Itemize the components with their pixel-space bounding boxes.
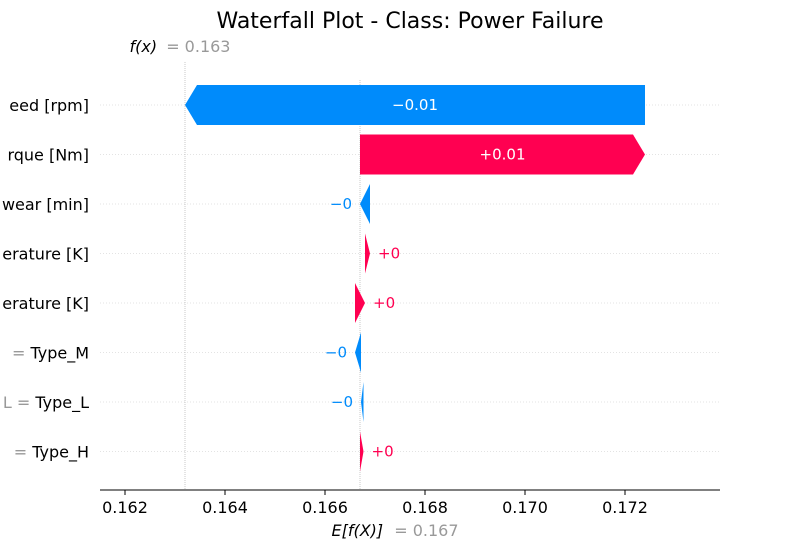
reference-lines	[184, 62, 361, 490]
value-labels: −0.01 +0.01 −0 +0 +0 −0 −0 +0	[325, 96, 526, 461]
bars	[185, 85, 645, 472]
bar-6	[355, 332, 361, 373]
value-label-3: −0	[330, 195, 352, 213]
feature-label-6: = Type_M	[12, 344, 89, 364]
value-label-7: −0	[331, 393, 353, 411]
chart-title: Waterfall Plot - Class: Power Failure	[216, 9, 603, 34]
x-tick-label: 0.172	[602, 498, 648, 517]
x-tick-label: 0.168	[402, 498, 448, 517]
efx-label: E[f(X)]	[331, 521, 383, 540]
svg-text:E[f(X)] = 0.167: E[f(X)] = 0.167	[331, 521, 458, 540]
fx-value: = 0.163	[166, 37, 230, 56]
feature-labels: eed [rpm] rque [Nm] wear [min] erature [K] e…	[2, 96, 89, 463]
bar-1	[185, 85, 645, 125]
feature-label-7: L = Type_L	[3, 393, 89, 413]
bar-4	[365, 233, 370, 274]
x-tick-label: 0.162	[102, 498, 148, 517]
value-label-8: +0	[372, 443, 394, 461]
x-tick-label: 0.166	[302, 498, 348, 517]
x-tick-label: 0.170	[502, 498, 548, 517]
value-label-2: +0.01	[480, 146, 526, 164]
bar-7	[361, 382, 364, 422]
fx-label: f(x)	[130, 37, 158, 56]
bar-8	[360, 431, 364, 472]
value-label-4: +0	[378, 245, 400, 263]
feature-label-3: wear [min]	[2, 195, 89, 214]
value-label-6: −0	[325, 344, 347, 362]
feature-label-8: = Type_H	[14, 443, 89, 463]
value-label-5: +0	[373, 294, 395, 312]
value-label-1: −0.01	[392, 96, 438, 114]
bar-3	[360, 184, 370, 224]
x-tick-label: 0.164	[202, 498, 248, 517]
feature-label-2: rque [Nm]	[7, 146, 89, 165]
feature-label-5: erature [K]	[2, 294, 89, 313]
bar-5	[355, 283, 365, 323]
feature-label-4: erature [K]	[2, 245, 89, 264]
fx-header: f(x) = 0.163	[130, 37, 231, 56]
x-axis-ticks: 0.162 0.164 0.166 0.168 0.170 0.172	[102, 490, 648, 517]
efx-value: = 0.167	[394, 521, 458, 540]
svg-text:f(x) = 0.163: f(x) = 0.163	[130, 37, 231, 56]
feature-label-1: eed [rpm]	[9, 96, 89, 115]
efx-footer: E[f(X)] = 0.167	[331, 521, 458, 540]
bar-2	[360, 134, 645, 175]
